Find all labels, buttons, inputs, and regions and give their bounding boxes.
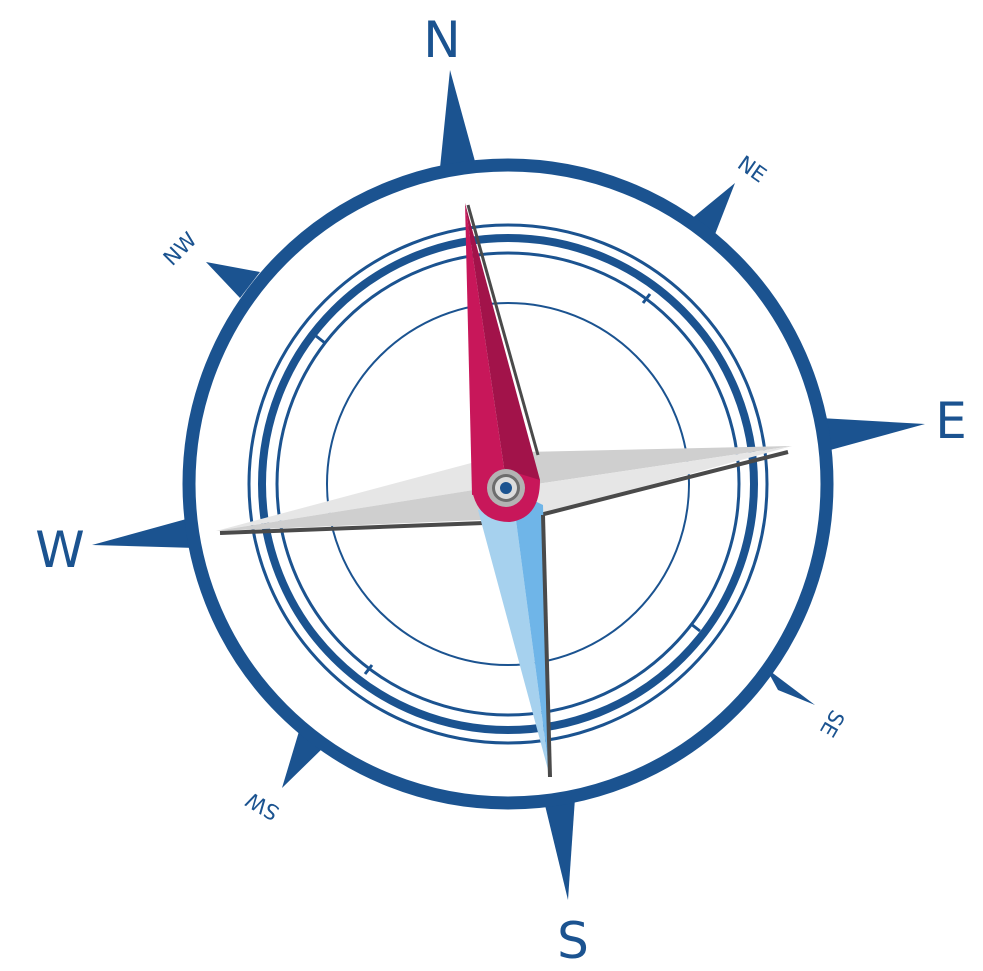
bar-west-top — [216, 462, 505, 531]
center-pivot — [487, 469, 525, 507]
tick-se — [690, 622, 701, 633]
ring-ticks — [315, 293, 701, 675]
direction-labels: N E S W NE SE SW NW — [35, 11, 967, 970]
bar-west-bottom — [216, 485, 505, 531]
label-northwest: NW — [159, 228, 202, 271]
outer-ring — [182, 158, 834, 810]
southeast-pointer — [766, 668, 815, 705]
label-east: E — [935, 392, 967, 450]
east-west-bar — [216, 446, 792, 535]
south-needle-left — [478, 490, 550, 777]
middle-ring-outer — [247, 223, 769, 745]
south-needle-right — [512, 490, 550, 777]
west-pointer — [92, 518, 196, 548]
label-west: W — [35, 521, 84, 579]
label-northeast: NE — [733, 151, 771, 187]
tick-ne — [641, 293, 652, 304]
bar-east-edge — [539, 450, 789, 517]
tick-nw — [315, 334, 326, 345]
south-needle — [478, 490, 552, 778]
middle-ring-thick — [258, 234, 758, 734]
label-southwest: SW — [242, 787, 284, 825]
inner-ring — [326, 302, 690, 666]
tick-sw — [363, 664, 374, 675]
pivot-dot — [500, 482, 512, 494]
middle-ring-inner — [275, 251, 741, 717]
north-pointer — [440, 70, 476, 168]
compass-rings — [182, 158, 834, 810]
label-north: N — [423, 11, 460, 69]
northwest-pointer — [206, 262, 260, 298]
bar-west-edge — [219, 521, 485, 535]
north-needle-left — [465, 203, 507, 495]
south-needle-edge — [541, 514, 552, 778]
east-pointer — [820, 418, 925, 452]
label-southeast: SE — [815, 706, 849, 741]
south-pointer — [543, 797, 575, 900]
label-south: S — [557, 912, 589, 970]
north-needle-edge — [466, 204, 540, 456]
north-needle-right — [465, 203, 540, 488]
bar-east-bottom — [510, 446, 792, 515]
